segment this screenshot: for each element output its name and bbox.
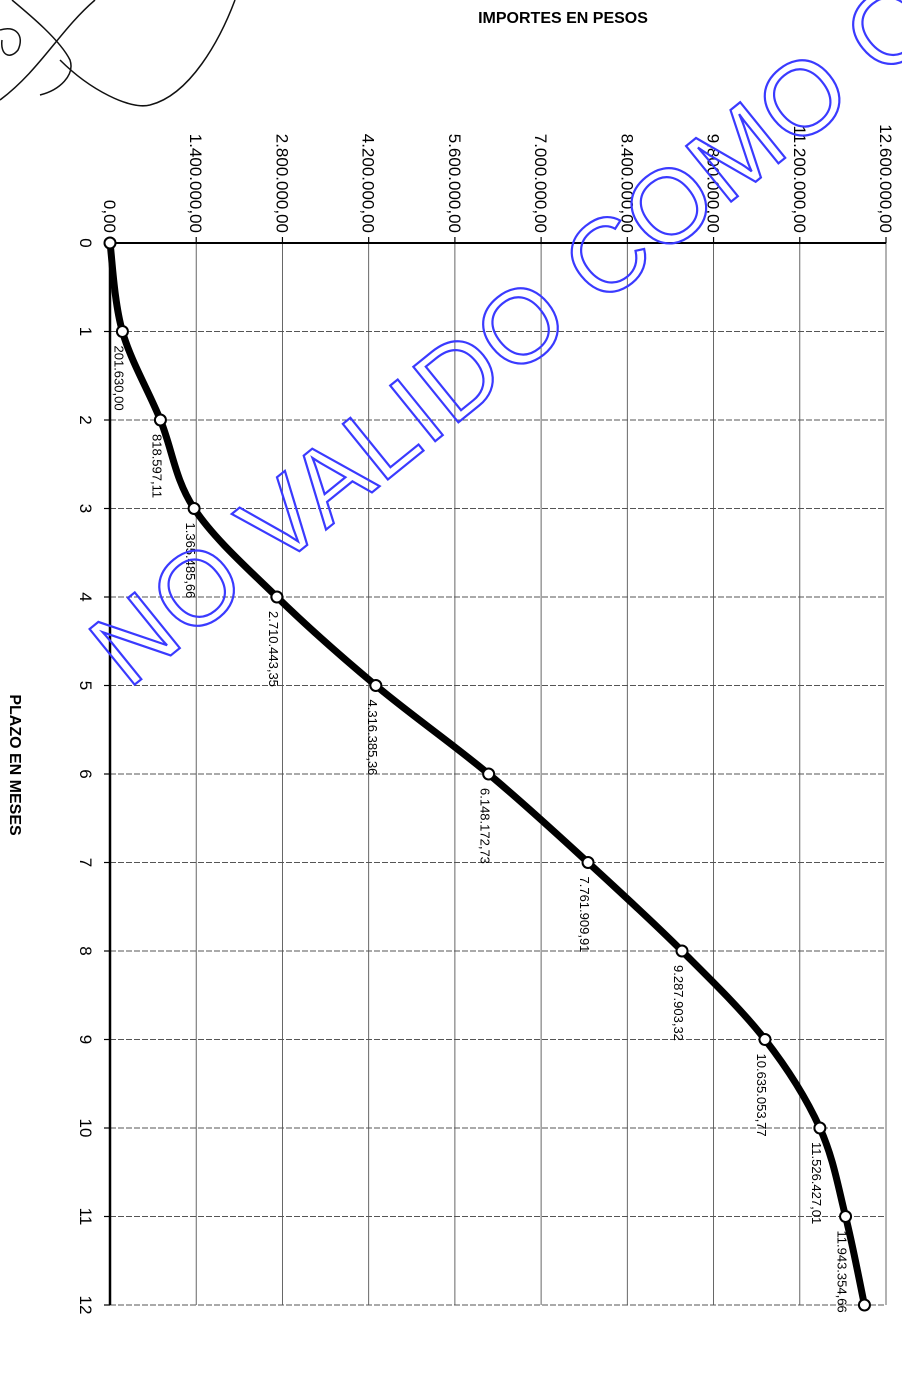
- tick-label-month: 1: [76, 327, 95, 336]
- data-labels: 201.630,00 818.597,11 1.365.485,66 2.710.44…: [111, 346, 849, 1313]
- series-line: [103, 236, 871, 1312]
- data-point: [758, 1033, 772, 1046]
- data-label: 11.943.354,66: [835, 1231, 850, 1313]
- data-label: 6.148.172,73: [478, 788, 493, 864]
- tick-label-value: 5.600.000,00: [445, 134, 464, 233]
- data-label: 201.630,00: [111, 346, 126, 411]
- grid: [110, 243, 887, 1306]
- data-label: 818.597,11: [149, 434, 164, 498]
- data-point: [115, 325, 129, 338]
- tick-label-value: 12.600.000,00: [876, 124, 895, 233]
- data-point: [839, 1210, 853, 1223]
- data-point: [857, 1298, 871, 1312]
- tick-labels: 0,00 1.400.000,00 2.800.000,00 4.200.000,00…: [76, 124, 895, 1314]
- tick-label-month: 8: [76, 946, 95, 955]
- data-label: 9.287.903,32: [671, 965, 686, 1041]
- tick-label-month: 9: [76, 1035, 95, 1044]
- x-axis-title: PLAZO EN MESES: [6, 694, 23, 836]
- data-point: [270, 590, 284, 604]
- data-label: 7.761.909,91: [577, 877, 592, 953]
- data-point: [581, 856, 595, 869]
- tick-label-value: 8.400.000,00: [617, 134, 636, 233]
- tick-label-month: 2: [76, 415, 95, 424]
- tick-label-value: 1.400.000,00: [186, 134, 205, 233]
- data-label: 11.526.427,01: [809, 1142, 824, 1224]
- tick-label-value: 2.800.000,00: [272, 134, 291, 233]
- data-point: [187, 502, 201, 515]
- data-label: 4.316.385,36: [365, 700, 380, 776]
- axes: [104, 237, 887, 1306]
- tick-label-month: 6: [76, 769, 95, 778]
- tick-label-value: 9.800.000,00: [704, 134, 723, 233]
- watermark-text: NO VALIDO COMO ORIGINAL: [69, 0, 902, 708]
- tick-label-month: 10: [76, 1119, 95, 1138]
- tick-label-value: 4.200.000,00: [359, 134, 378, 233]
- tick-label-value: 0,00: [100, 200, 119, 233]
- data-point: [369, 679, 383, 692]
- tick-label-month: 5: [76, 681, 95, 690]
- data-label: 2.710.443,35: [266, 611, 281, 687]
- data-label: 1.365.485,66: [183, 523, 198, 599]
- data-point: [482, 767, 496, 781]
- tick-label-value: 11.200.000,00: [790, 126, 809, 233]
- data-point: [813, 1121, 827, 1135]
- tick-label-month: 7: [76, 858, 95, 867]
- data-point: [675, 944, 689, 958]
- tick-label-month: 11: [76, 1208, 95, 1226]
- tick-label-month: 12: [76, 1296, 95, 1315]
- data-point: [153, 413, 167, 427]
- y-axis-title: IMPORTES EN PESOS: [478, 10, 648, 27]
- data-label: 10.635.053,77: [754, 1054, 769, 1137]
- tick-label-value: 7.000.000,00: [531, 134, 550, 233]
- signature-scribble: [0, 0, 236, 107]
- tick-label-month: 3: [76, 504, 95, 513]
- data-point: [103, 236, 117, 250]
- tick-label-month: 0: [76, 238, 95, 247]
- tick-label-month: 4: [76, 592, 95, 601]
